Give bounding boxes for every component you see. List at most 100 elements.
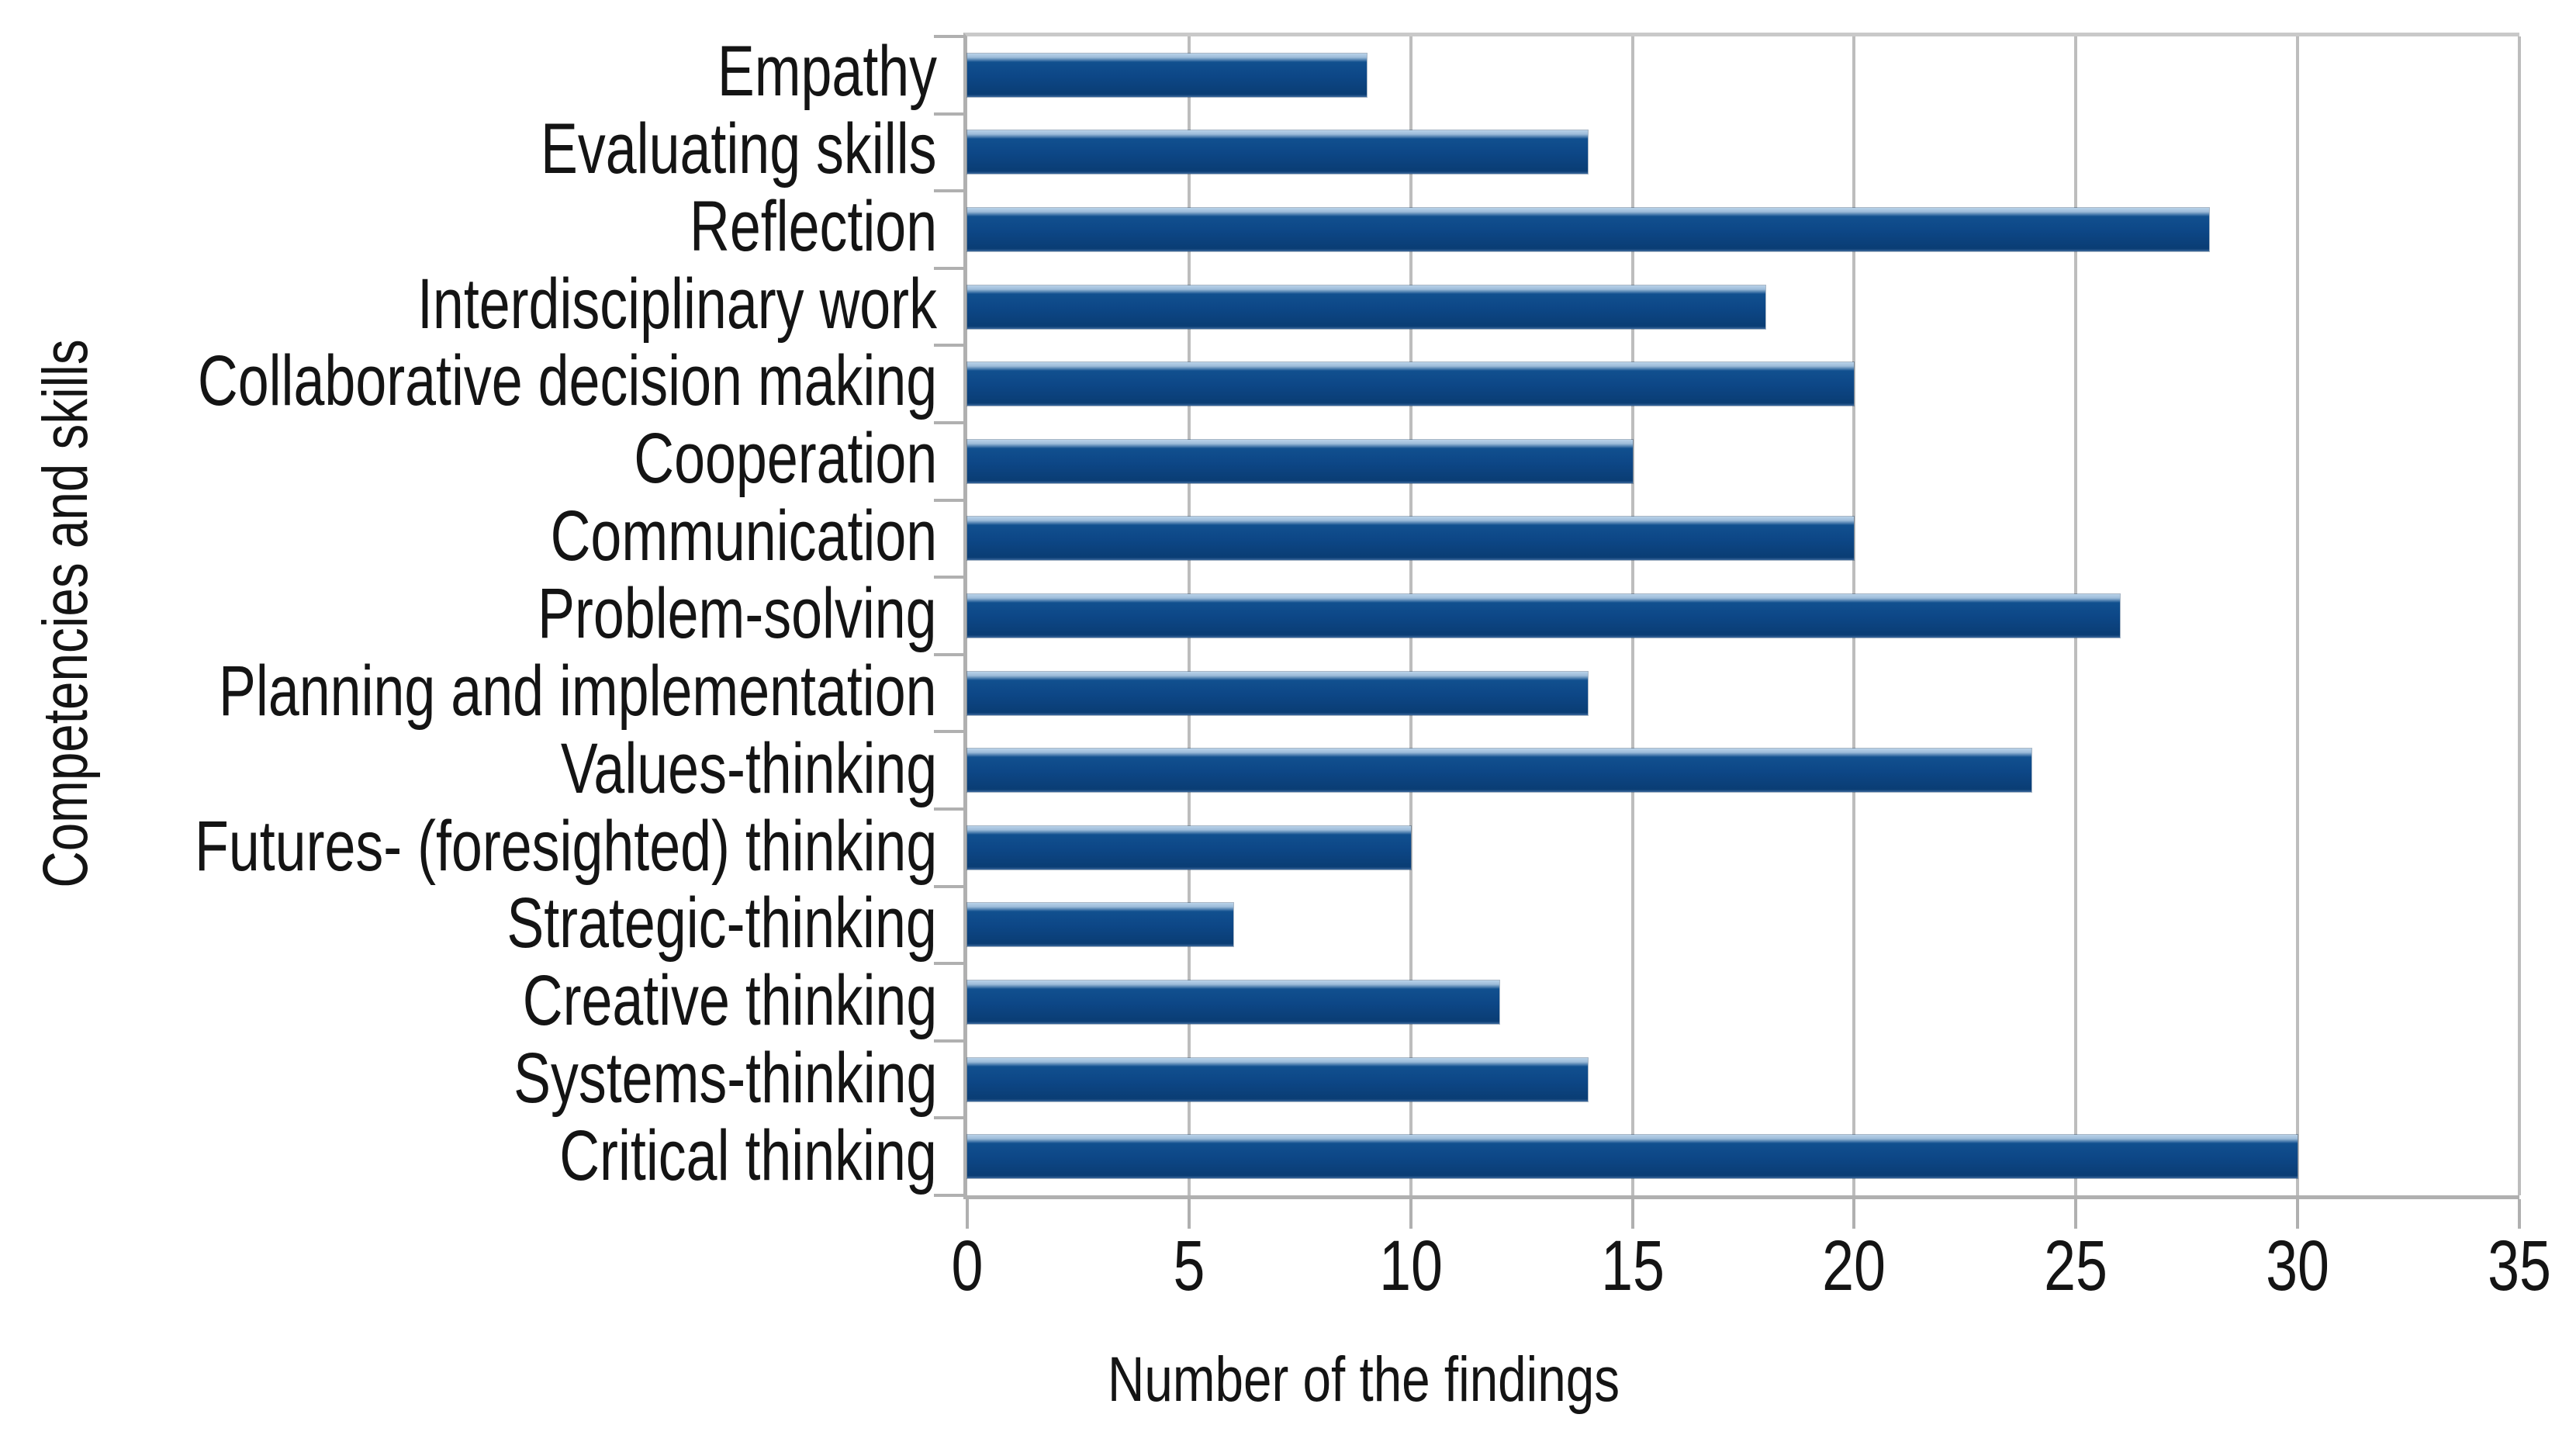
category-labels: Empathy Evaluating skills Reflection Interd… [132, 33, 937, 1195]
x-axis-tick [2518, 1199, 2521, 1229]
category-label: Evaluating skills [541, 109, 937, 188]
category-label-row: Strategic-thinking [132, 884, 937, 962]
category-label: Creative thinking [522, 961, 937, 1041]
category-label: Futures- (foresighted) thinking [194, 806, 937, 886]
category-label-row: Communication [132, 497, 937, 575]
bar-futures-foresighted-thinking [967, 825, 1411, 870]
y-axis-tick [934, 962, 963, 966]
x-tick-label: 35 [2488, 1226, 2551, 1305]
x-axis-tick [1409, 1199, 1412, 1229]
bar-creative-thinking [967, 980, 1500, 1024]
bar-row [967, 963, 2519, 1041]
plot-area [934, 33, 2521, 1229]
y-axis-tick [934, 652, 963, 656]
y-axis-tick [934, 266, 963, 270]
x-tick-label: 10 [1378, 1226, 1443, 1305]
x-axis-tick [2296, 1199, 2300, 1229]
y-axis-tick [934, 884, 963, 888]
bar-values-thinking [967, 749, 2032, 793]
bar-planning-and-implementation [967, 671, 1589, 715]
bar-row [967, 345, 2519, 423]
bar-systems-thinking [967, 1057, 1589, 1101]
x-tick-label: 5 [1173, 1226, 1205, 1305]
bar-row [967, 423, 2519, 500]
category-label: Cooperation [634, 419, 937, 499]
category-label: Reflection [689, 186, 937, 266]
bar-row [967, 114, 2519, 192]
category-label-row: Interdisciplinary work [132, 265, 937, 343]
x-axis-tick [1852, 1199, 1856, 1229]
gridline-x-35 [2518, 36, 2521, 1195]
bar-row [967, 731, 2519, 809]
y-axis-tick [934, 498, 963, 502]
bar-row [967, 809, 2519, 887]
x-tick-label: 15 [1600, 1226, 1665, 1305]
bar-row [967, 1118, 2519, 1195]
bar-communication [967, 517, 1855, 561]
y-axis-tick [934, 1194, 963, 1197]
bar-row [967, 36, 2519, 114]
gridline-x-30 [2296, 36, 2300, 1195]
y-axis-tick [934, 730, 963, 734]
category-label-row: Systems-thinking [132, 1039, 937, 1117]
category-label: Problem-solving [538, 573, 937, 653]
bars-container [967, 36, 2519, 1195]
category-label-row: Critical thinking [132, 1117, 937, 1195]
x-axis-tick [966, 1199, 969, 1229]
category-label: Planning and implementation [219, 651, 937, 731]
bar-empathy [967, 53, 1367, 97]
x-tick-labels: 0 5 10 15 20 25 30 35 [952, 1226, 2551, 1312]
x-axis-tick [2074, 1199, 2078, 1229]
category-label: Critical thinking [559, 1115, 937, 1195]
x-tick-label: 0 [951, 1226, 984, 1305]
y-axis-tick [934, 189, 963, 193]
y-axis-tick [934, 1116, 963, 1120]
x-axis-tick [1187, 1199, 1191, 1229]
category-label-row: Planning and implementation [132, 652, 937, 730]
x-tick-label: 20 [1822, 1226, 1886, 1305]
bar-row [967, 268, 2519, 346]
category-label: Values-thinking [560, 728, 937, 808]
y-axis-title: Competencies and skills [30, 339, 101, 888]
bar-row [967, 655, 2519, 732]
category-label: Strategic-thinking [507, 884, 937, 963]
bar-row [967, 1041, 2519, 1119]
bar-row [967, 191, 2519, 268]
category-label-row: Creative thinking [132, 962, 937, 1039]
y-axis-tick [934, 421, 963, 424]
category-label: Collaborative decision making [197, 341, 937, 421]
bar-row [967, 500, 2519, 578]
category-label-row: Empathy [132, 33, 937, 110]
bar-row [967, 577, 2519, 655]
category-label-row: Evaluating skills [132, 110, 937, 188]
x-tick-label: 25 [2044, 1226, 2108, 1305]
bar-strategic-thinking [967, 903, 1234, 947]
bar-row [967, 887, 2519, 964]
x-axis-title: Number of the findings [1107, 1344, 1620, 1415]
category-label: Empathy [717, 31, 937, 111]
category-label-row: Values-thinking [132, 730, 937, 807]
y-axis-title-wrap: Competencies and skills [0, 33, 132, 1195]
category-label-row: Problem-solving [132, 575, 937, 652]
bar-problem-solving [967, 593, 2121, 638]
category-label-row: Collaborative decision making [132, 342, 937, 420]
category-label: Systems-thinking [513, 1039, 937, 1119]
y-axis-tick [934, 344, 963, 348]
bar-evaluating-skills [967, 130, 1589, 175]
bar-reflection [967, 207, 2209, 251]
y-axis-tick [934, 807, 963, 811]
bar-cooperation [967, 439, 1633, 483]
category-label-row: Reflection [132, 188, 937, 265]
x-axis-tick [1630, 1199, 1634, 1229]
category-label: Interdisciplinary work [417, 264, 937, 344]
y-axis-tick [934, 576, 963, 579]
y-axis-tick [934, 1039, 963, 1043]
y-axis-tick [934, 35, 963, 38]
category-label-row: Futures- (foresighted) thinking [132, 807, 937, 885]
category-label: Communication [550, 496, 937, 576]
x-tick-label: 30 [2266, 1226, 2330, 1305]
bar-collaborative-decision-making [967, 362, 1855, 406]
y-axis-tick [934, 112, 963, 116]
bar-critical-thinking [967, 1135, 2298, 1179]
